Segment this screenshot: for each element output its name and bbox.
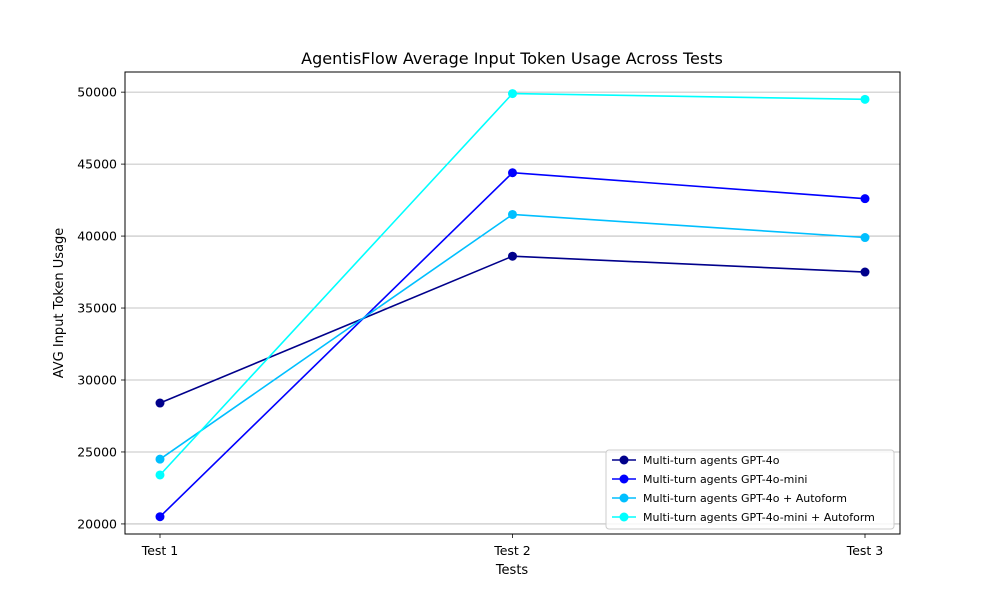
legend-label: Multi-turn agents GPT-4o [643, 454, 780, 467]
data-point [508, 251, 517, 261]
x-axis-label: Tests [495, 563, 529, 578]
chart-title: AgentisFlow Average Input Token Usage Ac… [301, 49, 723, 68]
legend-frame [605, 449, 895, 530]
data-point [860, 94, 870, 104]
legend-item: Multi-turn agents GPT-4o + Autoform [612, 492, 847, 505]
series-line [159, 92, 866, 476]
x-tick-label: Test 2 [493, 543, 531, 558]
y-axis-ticks: 20000 25000 30000 35000 40000 45000 50000 [77, 85, 125, 531]
y-tick-label: 35000 [77, 301, 117, 316]
y-tick-label: 30000 [77, 373, 117, 388]
legend-label: Multi-turn agents GPT-4o-mini [643, 473, 807, 486]
y-tick-label: 40000 [77, 229, 117, 244]
data-point [508, 89, 517, 99]
legend-item: Multi-turn agents GPT-4o-mini + Autoform [612, 511, 875, 524]
legend-swatch-marker [619, 493, 629, 503]
data-point [155, 512, 165, 522]
series-layer [155, 89, 870, 522]
series-3 [155, 209, 870, 464]
series-line [159, 213, 866, 460]
legend-item: Multi-turn agents GPT-4o [612, 454, 780, 467]
legend-swatch-marker [619, 474, 629, 484]
data-point [155, 470, 165, 480]
data-point [508, 209, 517, 219]
data-point [860, 233, 870, 243]
data-point [508, 168, 517, 178]
data-point [155, 454, 165, 464]
x-tick-label: Test 3 [846, 543, 884, 558]
legend-label: Multi-turn agents GPT-4o-mini + Autoform [643, 511, 875, 524]
y-tick-label: 20000 [77, 516, 117, 531]
data-point [860, 194, 870, 204]
legend-item: Multi-turn agents GPT-4o-mini [612, 473, 807, 486]
data-point [155, 398, 165, 408]
y-tick-label: 45000 [77, 157, 117, 172]
legend-label: Multi-turn agents GPT-4o + Autoform [643, 492, 847, 505]
data-point [860, 267, 870, 277]
series-line [159, 255, 866, 404]
grid-lines [125, 91, 900, 525]
y-tick-label: 25000 [77, 444, 117, 459]
legend-swatch-marker [619, 512, 629, 522]
legend-swatch-marker [619, 455, 629, 465]
series-4 [155, 89, 870, 480]
y-tick-label: 50000 [77, 85, 117, 100]
series-2 [155, 168, 870, 522]
x-axis-ticks: Test 1 Test 2 Test 3 [141, 534, 884, 558]
series-1 [155, 251, 870, 408]
x-tick-label: Test 1 [141, 543, 179, 558]
legend: Multi-turn agents GPT-4o Multi-turn agent… [605, 449, 895, 530]
y-axis-label: AVG Input Token Usage [52, 228, 67, 379]
